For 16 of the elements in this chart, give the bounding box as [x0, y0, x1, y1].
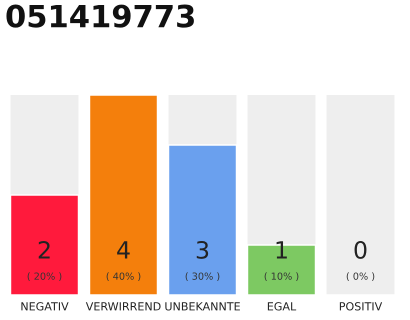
x-tick-label: VERWIRREND	[86, 302, 161, 310]
x-tick-label: POSITIV	[340, 302, 382, 311]
data-label: 2	[38, 240, 50, 259]
annotation: ( 20% )	[28, 272, 62, 281]
chart-title: 051419773	[6, 4, 194, 28]
data-label: 4	[117, 241, 130, 259]
data-label: 0	[354, 240, 366, 259]
annotation: ( 10% )	[264, 272, 298, 281]
data-label: 3	[196, 240, 208, 259]
x-tick-label: UNBEKANNTE	[165, 302, 240, 311]
data-label: 1	[276, 241, 287, 259]
annotation: ( 0% )	[346, 272, 374, 281]
x-tick-label: EGAL	[268, 302, 296, 311]
annotation: ( 30% )	[186, 272, 220, 281]
annotation: ( 40% )	[106, 272, 140, 281]
x-tick-label: NEGATIV	[21, 302, 69, 311]
